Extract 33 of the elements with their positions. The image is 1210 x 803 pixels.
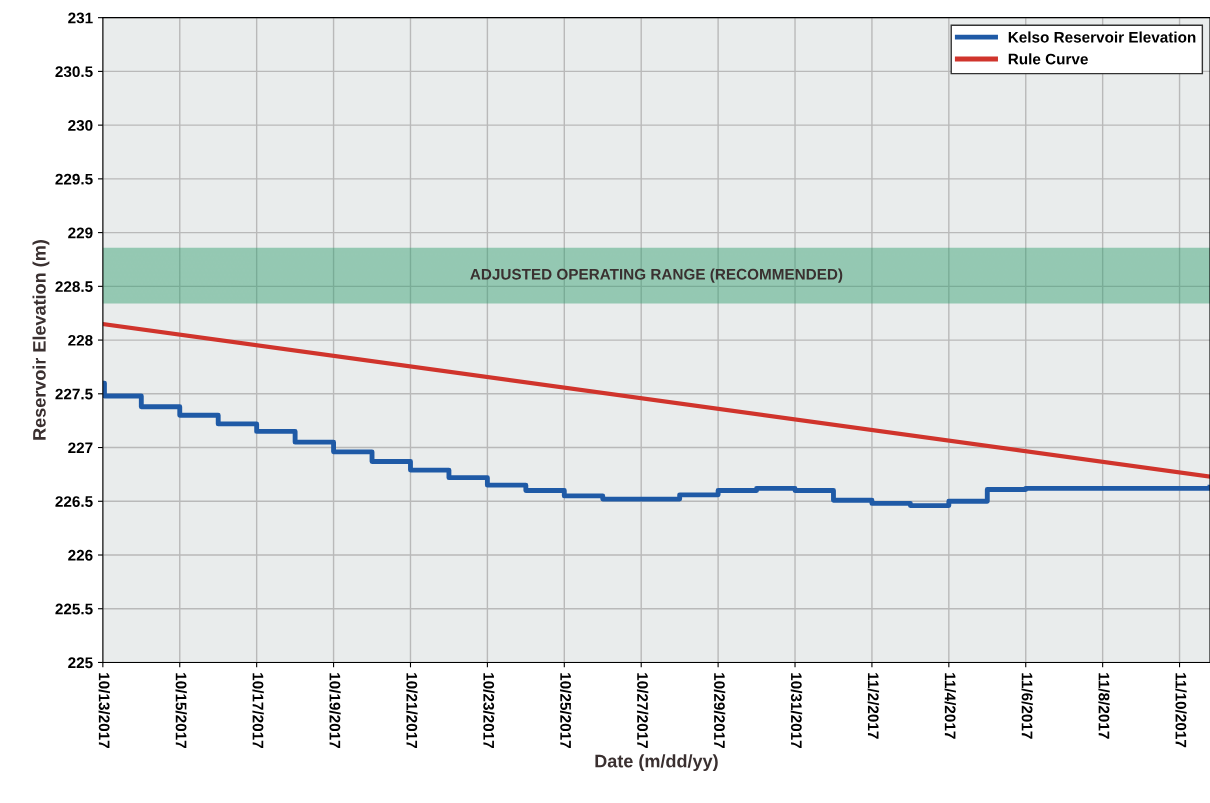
- y-tick-label: 226: [68, 549, 93, 561]
- x-axis-title: Date (m/dd/yy): [595, 754, 718, 772]
- x-tick-label: 10/23/2017: [483, 673, 495, 748]
- x-tick-label: 11/2/2017: [867, 673, 880, 739]
- x-tick-label: 10/19/2017: [329, 673, 341, 748]
- y-tick-label: 228.5: [55, 281, 93, 293]
- y-tick-label: 225.5: [55, 603, 93, 615]
- x-tick-label: 10/13/2017: [98, 673, 110, 748]
- y-tick-label: 226.5: [55, 496, 93, 507]
- legend-label: Rule Curve: [1008, 53, 1088, 65]
- x-tick-label: 11/10/2017: [1175, 673, 1187, 748]
- y-tick-label: 227: [68, 442, 93, 454]
- x-tick-label: 10/25/2017: [560, 673, 572, 748]
- x-tick-label: 11/8/2017: [1098, 673, 1110, 739]
- x-tick-label: 10/31/2017: [790, 673, 803, 748]
- x-tick-label: 10/27/2017: [636, 673, 649, 748]
- y-tick-label: 230.5: [55, 66, 93, 78]
- x-tick-label: 10/29/2017: [713, 673, 726, 748]
- y-tick-label: 229: [68, 227, 93, 239]
- legend-label: Kelso Reservoir Elevation: [1008, 31, 1196, 43]
- x-tick-label: 11/4/2017: [944, 673, 956, 739]
- y-axis-title: Reservoir Elevation (m): [32, 240, 50, 440]
- x-tick-label: 10/15/2017: [175, 673, 187, 748]
- band-label: ADJUSTED OPERATING RANGE (RECOMMENDED): [470, 268, 843, 283]
- y-tick-label: 228: [68, 334, 93, 346]
- x-tick-label: 10/17/2017: [252, 673, 264, 748]
- y-tick-label: 229.5: [55, 173, 93, 185]
- x-tick-label: 11/6/2017: [1021, 673, 1033, 739]
- y-tick-label: 225: [68, 657, 93, 669]
- y-tick-label: 231: [68, 12, 93, 24]
- x-tick-label: 10/21/2017: [406, 673, 418, 748]
- y-tick-label: 230: [68, 120, 93, 131]
- y-tick-label: 227.5: [55, 388, 93, 400]
